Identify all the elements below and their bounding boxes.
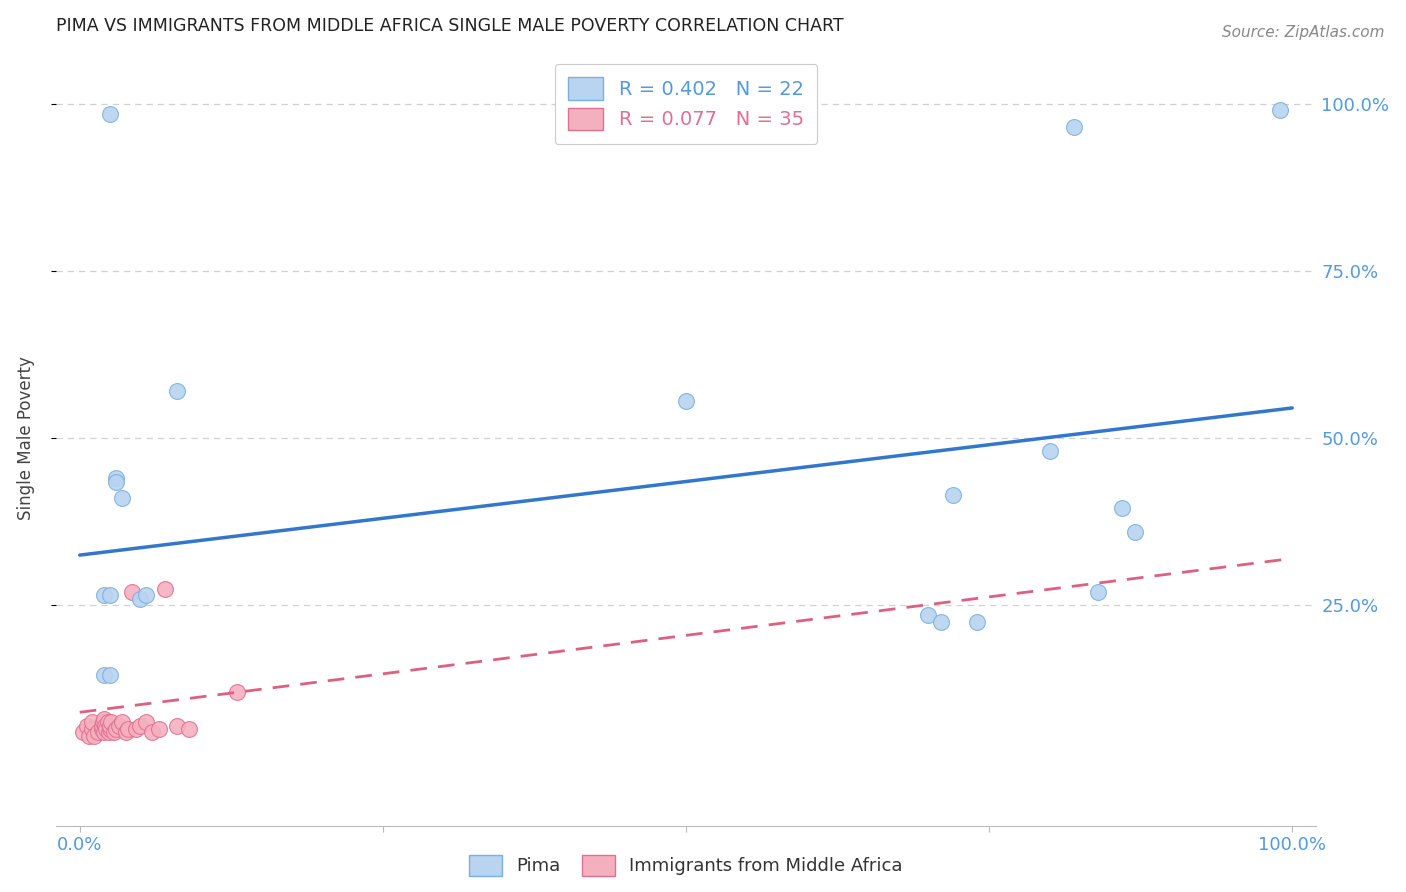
Point: [98, 722, 121, 736]
Point: [226, 685, 249, 699]
Point: [93, 725, 115, 739]
Point: [90, 719, 112, 733]
Point: [1087, 585, 1109, 599]
Text: PIMA VS IMMIGRANTS FROM MIDDLE AFRICA SINGLE MALE POVERTY CORRELATION CHART: PIMA VS IMMIGRANTS FROM MIDDLE AFRICA SI…: [55, 17, 844, 35]
Point: [103, 725, 125, 739]
Point: [98, 106, 121, 120]
Point: [111, 715, 134, 730]
Point: [94, 719, 117, 733]
Point: [135, 715, 157, 730]
Point: [177, 722, 200, 736]
Point: [929, 615, 952, 629]
Point: [1111, 501, 1133, 516]
Point: [114, 725, 136, 739]
Point: [1268, 103, 1291, 118]
Point: [166, 719, 188, 733]
Point: [76, 719, 98, 733]
Point: [1123, 524, 1146, 539]
Y-axis label: Single Male Poverty: Single Male Poverty: [17, 356, 35, 520]
Point: [97, 715, 120, 730]
Point: [79, 729, 101, 743]
Point: [96, 722, 118, 736]
Point: [153, 582, 176, 596]
Point: [105, 722, 128, 736]
Point: [98, 668, 121, 682]
Point: [83, 729, 105, 743]
Point: [148, 722, 170, 736]
Point: [80, 722, 103, 736]
Point: [966, 615, 988, 629]
Point: [87, 725, 110, 739]
Point: [129, 591, 152, 606]
Point: [1063, 120, 1085, 134]
Point: [105, 471, 128, 485]
Point: [80, 715, 103, 730]
Point: [1039, 444, 1062, 458]
Point: [107, 719, 129, 733]
Point: [675, 394, 697, 409]
Point: [98, 719, 121, 733]
Point: [141, 725, 163, 739]
Point: [97, 725, 120, 739]
Point: [91, 715, 114, 730]
Point: [72, 725, 94, 739]
Point: [124, 722, 146, 736]
Point: [98, 588, 121, 602]
Point: [105, 475, 128, 489]
Point: [117, 722, 139, 736]
Point: [93, 588, 115, 602]
Point: [93, 712, 115, 726]
Text: Source: ZipAtlas.com: Source: ZipAtlas.com: [1222, 25, 1385, 40]
Point: [100, 715, 122, 730]
Point: [121, 585, 143, 599]
Point: [129, 719, 152, 733]
Point: [90, 722, 112, 736]
Point: [111, 491, 134, 506]
Legend: Pima, Immigrants from Middle Africa: Pima, Immigrants from Middle Africa: [463, 847, 910, 883]
Point: [135, 588, 157, 602]
Point: [917, 608, 939, 623]
Point: [166, 384, 188, 399]
Point: [93, 668, 115, 682]
Point: [942, 488, 965, 502]
